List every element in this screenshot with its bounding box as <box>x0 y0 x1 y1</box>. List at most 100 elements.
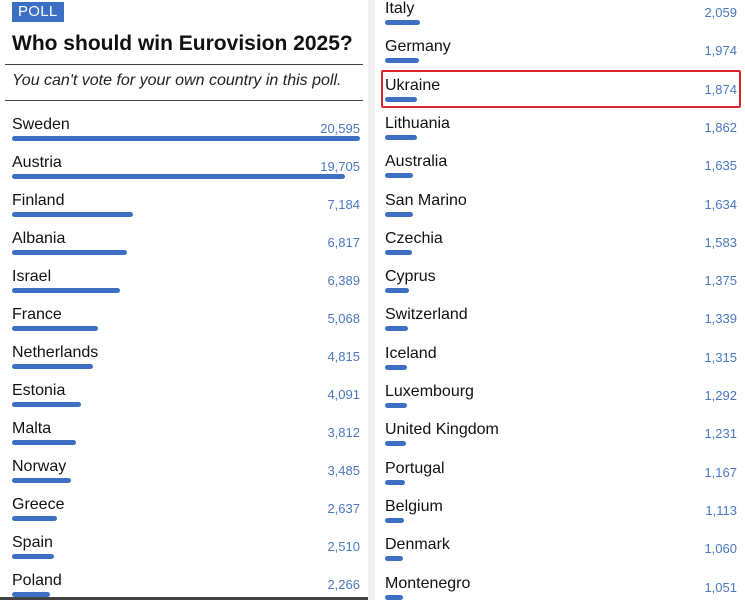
poll-option-country: Finland <box>12 192 65 209</box>
poll-option[interactable]: Poland 2,266 <box>12 572 360 610</box>
poll-option-bar <box>385 403 407 408</box>
panel-gutter <box>368 0 375 600</box>
poll-option-bar <box>385 20 420 25</box>
poll-option[interactable]: France 5,068 <box>12 306 360 344</box>
poll-option-votes: 6,817 <box>327 235 360 250</box>
poll-option-country: San Marino <box>385 191 467 209</box>
poll-option[interactable]: Montenegro 1,051 <box>385 575 737 601</box>
poll-option-bar <box>12 402 81 407</box>
poll-option-votes: 6,389 <box>327 273 360 288</box>
poll-option-country: Greece <box>12 496 65 513</box>
poll-option-country: Lithuania <box>385 114 450 132</box>
poll-option-votes: 1,292 <box>704 388 737 403</box>
poll-option-bar <box>12 250 127 255</box>
poll-option[interactable]: Iceland 1,315 <box>385 345 737 383</box>
poll-panel-left: POLL Who should win Eurovision 2025? You… <box>0 0 368 600</box>
poll-option[interactable]: Spain 2,510 <box>12 534 360 572</box>
poll-option-votes: 7,184 <box>327 197 360 212</box>
divider <box>0 597 368 600</box>
divider <box>5 100 363 101</box>
poll-option[interactable]: United Kingdom 1,231 <box>385 421 737 459</box>
poll-option[interactable]: Finland 7,184 <box>12 192 360 230</box>
poll-option[interactable]: Australia 1,635 <box>385 153 737 191</box>
poll-option-votes: 3,485 <box>327 463 360 478</box>
poll-title: Who should win Eurovision 2025? <box>12 32 353 55</box>
poll-option-votes: 1,974 <box>704 43 737 59</box>
poll-option-country: Malta <box>12 420 52 437</box>
highlight-box <box>381 69 741 108</box>
poll-option-bar <box>385 96 417 102</box>
poll-option[interactable]: Belgium 1,113 <box>385 498 737 536</box>
poll-option-bar <box>12 554 54 559</box>
poll-option[interactable]: Netherlands 4,815 <box>12 344 360 382</box>
poll-option-votes: 1,315 <box>704 349 737 365</box>
poll-option-votes: 1,113 <box>705 502 737 518</box>
poll-option[interactable]: Czechia 1,583 <box>385 230 737 268</box>
poll-option-country: Montenegro <box>385 574 471 592</box>
poll-subtitle: You can't vote for your own country in t… <box>12 72 342 89</box>
poll-option-bar <box>12 326 98 331</box>
poll-option[interactable]: Albania 6,817 <box>12 230 360 268</box>
divider <box>5 64 363 65</box>
poll-option-votes: 1,060 <box>704 541 737 557</box>
poll-option[interactable]: Ukraine 1,874 <box>385 77 737 115</box>
poll-option-bar <box>12 592 50 597</box>
poll-option-bar <box>385 211 413 217</box>
poll-option-votes: 20,595 <box>320 121 360 136</box>
poll-option-bar <box>12 288 120 293</box>
poll-option-votes: 1,635 <box>704 158 737 174</box>
poll-option-votes: 2,266 <box>327 577 360 592</box>
poll-option[interactable]: Sweden 20,595 <box>12 116 360 154</box>
poll-option[interactable]: Switzerland 1,339 <box>385 306 737 344</box>
poll-option-country: Cyprus <box>385 268 436 286</box>
poll-option[interactable]: Austria 19,705 <box>12 154 360 192</box>
poll-option-country: Australia <box>385 153 448 171</box>
poll-option[interactable]: Estonia 4,091 <box>12 382 360 420</box>
poll-option-country: France <box>12 306 62 323</box>
poll-option-bar <box>12 136 360 141</box>
poll-option-country: Poland <box>12 572 62 589</box>
poll-option-votes: 4,091 <box>327 387 360 402</box>
poll-option[interactable]: Lithuania 1,862 <box>385 115 737 153</box>
poll-option[interactable]: Luxembourg 1,292 <box>385 383 737 421</box>
poll-option[interactable]: Cyprus 1,375 <box>385 268 737 306</box>
poll-option[interactable]: Portugal 1,167 <box>385 460 737 498</box>
poll-option[interactable]: Greece 2,637 <box>12 496 360 534</box>
poll-option-bar <box>12 516 57 521</box>
poll-option[interactable]: San Marino 1,634 <box>385 192 737 230</box>
poll-option-country: Estonia <box>12 382 66 399</box>
poll-option-votes: 2,059 <box>704 5 737 20</box>
poll-option-votes: 1,051 <box>704 579 737 595</box>
poll-option-votes: 3,812 <box>327 425 360 440</box>
poll-option-country: Albania <box>12 230 66 247</box>
poll-option-bar <box>12 174 345 179</box>
poll-option-bar <box>385 326 408 332</box>
poll-option-votes: 1,874 <box>704 81 737 97</box>
poll-option[interactable]: Malta 3,812 <box>12 420 360 458</box>
poll-option-votes: 1,167 <box>704 464 737 480</box>
poll-option-votes: 1,339 <box>704 311 737 327</box>
poll-option-bar <box>385 134 417 140</box>
poll-option-votes: 2,510 <box>327 539 360 554</box>
poll-option-country: Belgium <box>385 497 443 515</box>
poll-option-country: Portugal <box>385 459 445 477</box>
poll-option-country: United Kingdom <box>385 421 499 439</box>
poll-option[interactable]: Denmark 1,060 <box>385 536 737 574</box>
poll-option-country: Iceland <box>385 344 437 362</box>
poll-option-votes: 1,634 <box>704 196 737 212</box>
poll-option[interactable]: Germany 1,974 <box>385 38 737 76</box>
poll-panel-right: Italy 2,059 Germany 1,974 Ukraine 1,874 Lithua… <box>375 0 745 600</box>
poll-option-votes: 1,231 <box>704 426 737 442</box>
poll-option-votes: 1,583 <box>704 234 737 250</box>
poll-option-bar <box>385 288 409 294</box>
poll-option[interactable]: Italy 2,059 <box>385 0 737 38</box>
poll-option-bar <box>385 58 419 64</box>
poll-option-country: Czechia <box>385 229 443 247</box>
poll-option[interactable]: Israel 6,389 <box>12 268 360 306</box>
poll-option-country: Netherlands <box>12 344 99 361</box>
poll-option-votes: 1,375 <box>704 273 737 289</box>
poll-option-bar <box>385 479 405 485</box>
poll-option[interactable]: Norway 3,485 <box>12 458 360 496</box>
poll-option-votes: 19,705 <box>320 159 360 174</box>
poll-option-bar <box>385 556 403 562</box>
